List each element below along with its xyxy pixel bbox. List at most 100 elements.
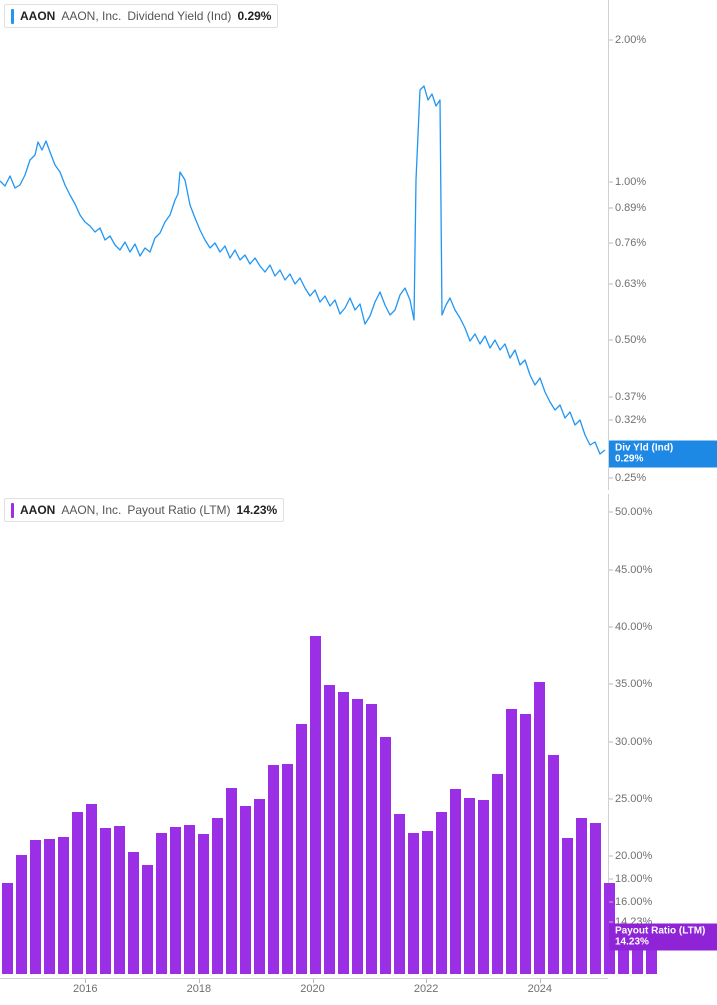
payout-bar[interactable] [282,764,293,974]
payout-bar[interactable] [184,825,195,974]
payout-bar[interactable] [366,704,377,974]
y-tick-label: 0.37% [615,391,646,403]
y-tick-label: 0.32% [615,414,646,426]
y-tick-mark [609,478,613,479]
payout-bar[interactable] [114,826,125,974]
y-tick-mark [609,284,613,285]
payout-bar[interactable] [562,838,573,974]
y-tick-label: 0.89% [615,202,646,214]
legend-company: AAON, Inc. [61,502,121,518]
legend-company: AAON, Inc. [61,8,121,24]
y-tick-mark [609,420,613,421]
bottom-y-axis: 50.00%45.00%40.00%35.00%30.00%25.00%20.0… [609,494,717,974]
legend-color-bar [11,9,14,24]
payout-bar[interactable] [142,865,153,974]
legend-ticker: AAON [20,502,55,518]
payout-bar[interactable] [436,812,447,974]
payout-bar[interactable] [464,798,475,974]
x-tick-label: 2018 [187,983,211,995]
payout-bar[interactable] [72,812,83,974]
payout-bar[interactable] [296,724,307,974]
payout-bar[interactable] [422,831,433,974]
y-tick-mark [609,243,613,244]
y-tick-label: 16.00% [615,896,652,908]
y-tick-label: 0.76% [615,237,646,249]
x-tick-label: 2020 [300,983,324,995]
payout-bar[interactable] [198,834,209,974]
y-tick-label: 0.25% [615,472,646,484]
payout-bar[interactable] [86,804,97,974]
y-tick-label: 0.63% [615,278,646,290]
bottom-x-axis: 2016 2018 2020 2022 2024 [0,978,608,1004]
payout-bar[interactable] [310,636,321,974]
top-y-axis: 2.00% 1.00% 0.89% 0.76% 0.63% 0.50% 0.37% 0.32%… [609,0,717,490]
payout-bar[interactable] [226,788,237,974]
y-tick-label: 1.00% [615,176,646,188]
bars-container [0,494,608,974]
payout-bar[interactable] [324,685,335,974]
payout-bar[interactable] [394,814,405,974]
bottom-plot-area[interactable] [0,494,608,974]
payout-bar[interactable] [548,755,559,974]
payout-bar[interactable] [170,827,181,974]
legend-value: 0.29% [237,8,271,24]
x-tick-label: 2022 [414,983,438,995]
top-legend: AAON AAON, Inc. Dividend Yield (Ind) 0.2… [4,4,278,28]
y-tick-label: 40.00% [615,621,652,633]
legend-color-bar [11,503,14,518]
payout-ratio-panel: AAON AAON, Inc. Payout Ratio (LTM) 14.23… [0,494,717,1004]
y-tick-mark [609,340,613,341]
payout-bar[interactable] [590,823,601,974]
x-tick-label: 2024 [528,983,552,995]
payout-bar[interactable] [380,737,391,974]
dividend-yield-panel: AAON AAON, Inc. Dividend Yield (Ind) 0.2… [0,0,717,490]
y-tick-mark [609,856,613,857]
y-tick-label: 50.00% [615,506,652,518]
y-tick-label: 35.00% [615,678,652,690]
payout-bar[interactable] [534,682,545,974]
legend-metric: Dividend Yield (Ind) [127,8,231,24]
payout-bar[interactable] [450,789,461,974]
y-tick-mark [609,742,613,743]
current-value-badge: Div Yld (Ind)0.29% [609,441,717,468]
payout-bar[interactable] [58,837,69,974]
payout-bar[interactable] [16,855,27,974]
y-tick-label: 25.00% [615,793,652,805]
payout-bar[interactable] [2,883,13,974]
y-tick-mark [609,879,613,880]
x-tick-label: 2016 [73,983,97,995]
payout-bar[interactable] [100,828,111,974]
payout-bar[interactable] [240,806,251,974]
legend-metric: Payout Ratio (LTM) [127,502,230,518]
payout-bar[interactable] [352,699,363,974]
top-plot-area[interactable] [0,0,608,490]
payout-bar[interactable] [212,818,223,974]
y-tick-mark [609,208,613,209]
legend-ticker: AAON [20,8,55,24]
bottom-legend: AAON AAON, Inc. Payout Ratio (LTM) 14.23… [4,498,284,522]
y-tick-mark [609,902,613,903]
y-tick-mark [609,40,613,41]
payout-bar[interactable] [520,714,531,974]
payout-bar[interactable] [492,774,503,975]
payout-bar[interactable] [408,833,419,974]
payout-bar[interactable] [478,800,489,974]
y-tick-label: 0.50% [615,334,646,346]
legend-value: 14.23% [237,502,278,518]
payout-bar[interactable] [44,839,55,974]
payout-bar[interactable] [576,818,587,974]
payout-bar[interactable] [506,709,517,974]
y-tick-label: 2.00% [615,34,646,46]
payout-bar[interactable] [338,692,349,974]
y-tick-label: 18.00% [615,873,652,885]
payout-bar[interactable] [254,799,265,974]
y-tick-label: 45.00% [615,564,652,576]
y-tick-mark [609,512,613,513]
y-tick-label: 20.00% [615,850,652,862]
payout-bar[interactable] [156,833,167,974]
payout-bar[interactable] [268,765,279,974]
payout-bar[interactable] [30,840,41,974]
payout-bar[interactable] [128,852,139,974]
y-tick-mark [609,182,613,183]
y-tick-mark [609,922,613,923]
